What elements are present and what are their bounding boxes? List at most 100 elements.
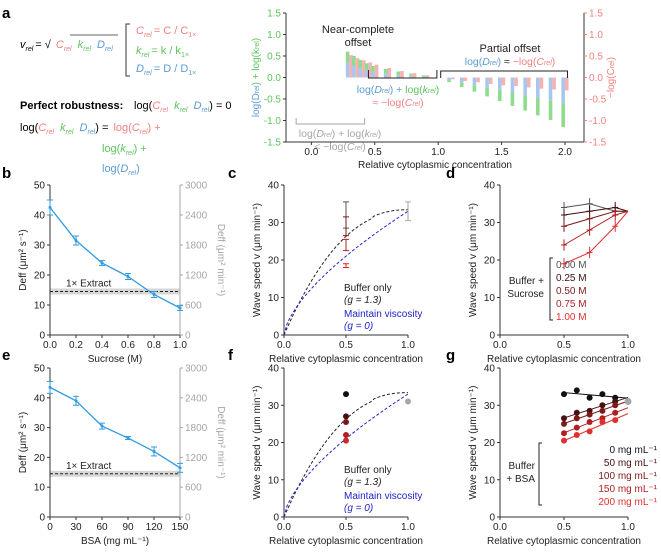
y-tick-label-left: -1.5	[264, 138, 282, 149]
bar-neg-log-crel	[488, 77, 493, 84]
x-tick-label: 0.5	[339, 340, 353, 351]
bar-log-drel	[485, 77, 489, 88]
data-line	[49, 207, 181, 309]
bar-log-drel	[548, 77, 553, 101]
legend-sub: (g = 1.3)	[344, 477, 382, 488]
bar-log-krel	[523, 95, 527, 111]
y-tick-label-left: -1.0	[264, 116, 282, 127]
x-tick-label: 0.0	[304, 147, 318, 158]
legend-label: Buffer only	[344, 465, 392, 476]
legend-entry: 0.50 M	[556, 286, 587, 297]
y-tick-label: 0	[273, 513, 279, 524]
y-tick-label: 30	[34, 423, 46, 434]
bar-log-drel	[345, 62, 350, 78]
y-tick-label: 40	[34, 211, 46, 222]
data-point	[343, 391, 349, 398]
data-point	[561, 430, 567, 437]
bar-log-krel	[396, 71, 401, 75]
x-axis-label: Relative cytoplasmic concentration	[487, 536, 641, 547]
x-tick-label: 0.8	[147, 340, 161, 351]
y-tick-label-left: 0.0	[267, 73, 281, 84]
x-tick-label: 0.0	[493, 522, 507, 533]
x-axis-label: Relative cytoplasmic concentration	[269, 354, 423, 365]
y-tick-label-right: 3000	[185, 181, 208, 192]
extract-point	[624, 398, 632, 406]
x-axis-label: Relative cytoplasmic concentration	[269, 536, 423, 547]
y-tick-label-right: 1200	[185, 271, 208, 282]
y-axis-label-left: log(Drel) + log(krel)	[251, 38, 262, 117]
y-tick-label-right: 3000	[185, 364, 208, 375]
x-axis-label: Relative cytoplasmic concentration	[358, 160, 512, 171]
extract-label: 1× Extract	[66, 279, 112, 290]
data-point	[48, 385, 52, 389]
panel-label-f: f	[228, 347, 234, 364]
y-tick-label: 50	[34, 181, 46, 192]
legend-title-2: + BSA	[506, 474, 535, 485]
legend-entry: 0.00 M	[556, 260, 587, 271]
bar-neg-log-crel	[564, 77, 569, 91]
x-tick-label: 2.0	[558, 147, 572, 158]
log-expansion-line3: log(Drel)	[102, 163, 140, 177]
data-point	[573, 424, 580, 431]
bar-log-krel	[472, 85, 477, 92]
bar-neg-log-crel	[476, 77, 480, 83]
x-tick-label: 1.0	[401, 340, 415, 351]
bar-log-krel	[497, 90, 502, 102]
data-point	[178, 466, 182, 470]
data-point	[561, 415, 567, 422]
bar-log-drel	[459, 77, 464, 83]
data-point	[573, 415, 580, 422]
bar-log-krel	[364, 63, 369, 71]
data-point	[612, 409, 619, 416]
legend-title-1: Buffer +	[509, 276, 544, 287]
y-tick-label: 20	[484, 438, 496, 449]
x-tick-label: 60	[96, 522, 108, 533]
bar-log-drel	[371, 71, 375, 78]
bar-log-krel	[421, 75, 426, 77]
maintain-viscosity-curve	[283, 210, 409, 336]
data-point	[612, 417, 619, 424]
y-axis-label: Wave speed v (μm min⁻¹)	[468, 385, 479, 499]
data-point	[343, 419, 349, 426]
c-rel-definition: Crel = C / C1×	[136, 25, 196, 39]
x-axis-label: Relative cytoplasmic concentration	[487, 354, 641, 365]
y-tick-label-right: 0.0	[589, 73, 603, 84]
bar-neg-log-crel	[400, 71, 404, 78]
y-tick-label: 0	[489, 331, 495, 342]
v-rel-equation: vrel = √ Crel krel Drel	[20, 39, 113, 54]
y-tick-label-right: 0	[185, 331, 191, 342]
fit-line	[563, 392, 629, 399]
data-point	[74, 239, 78, 242]
y-tick-label: 10	[34, 301, 46, 312]
y-tick-label: 30	[268, 218, 280, 229]
bar-log-krel	[536, 98, 540, 116]
data-point	[561, 420, 567, 427]
x-tick-label: 0.5	[339, 522, 353, 533]
bar-log-krel	[459, 82, 464, 87]
y-axis-label: Deff (μm² s⁻¹)	[18, 229, 29, 290]
y-tick-label: 30	[268, 401, 280, 412]
y-tick-label-left: 1.0	[267, 30, 281, 41]
offset-label: offset	[345, 37, 372, 49]
k-rel-definition: krel = k / k1×	[136, 45, 189, 59]
x-tick-label: 0.0	[277, 340, 291, 351]
panel-label-b: b	[2, 165, 11, 182]
y-tick-label-right: 1800	[185, 241, 208, 252]
y-axis-label-right: Deff (μm² min⁻¹)	[215, 406, 226, 479]
y-tick-label-right: 0	[185, 513, 191, 524]
chart-g: 0.0 0.5 1.0 0 10 20 30 40 Relative cytoplasmic c…	[468, 364, 658, 548]
bar-log-krel	[352, 56, 356, 66]
bar-log-drel	[409, 75, 413, 78]
partial-offset-label: Partial offset	[480, 43, 541, 55]
x-tick-label: 0.0	[277, 522, 291, 533]
bar-neg-log-crel	[374, 64, 379, 78]
bar-neg-log-crel	[463, 77, 468, 81]
bar-neg-log-crel	[552, 77, 556, 90]
bar-neg-log-crel	[501, 77, 506, 86]
data-point	[573, 387, 580, 394]
x-axis-label: BSA (mg mL⁻¹)	[81, 536, 149, 547]
x-tick-label: 150	[172, 522, 189, 533]
log-expansion-line1: log(Crel krel Drel) = log(Crel) +	[20, 122, 161, 137]
